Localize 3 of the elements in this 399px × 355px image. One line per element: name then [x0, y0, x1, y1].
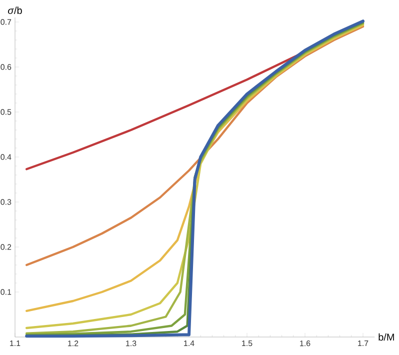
line-series [26, 25, 364, 266]
y-axis-title: σ/b [8, 6, 22, 14]
x-axis-title: b/M [378, 333, 394, 341]
